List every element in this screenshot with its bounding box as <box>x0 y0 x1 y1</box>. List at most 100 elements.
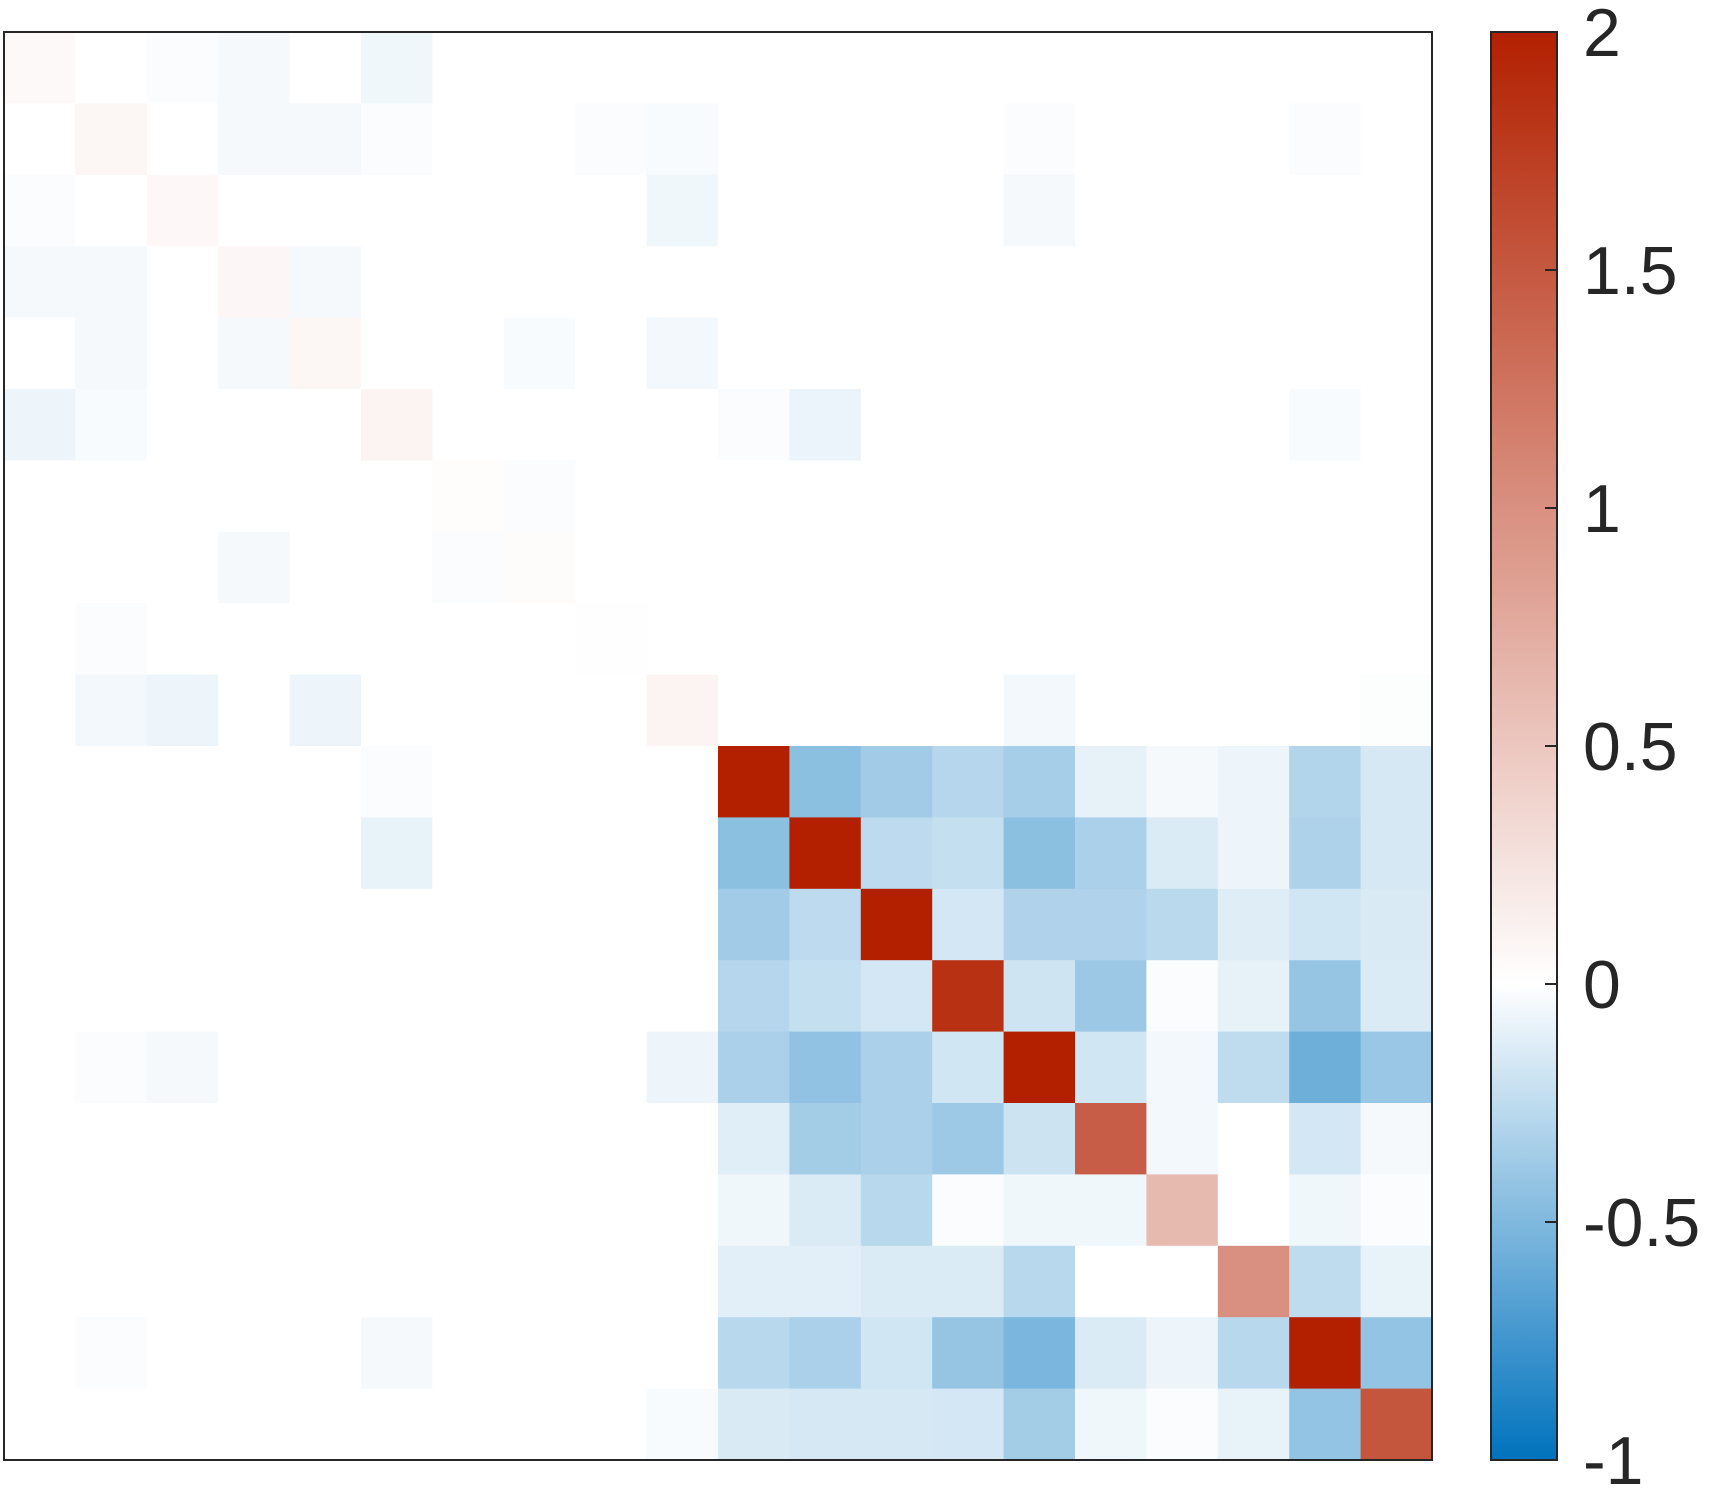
heatmap-cell <box>75 1031 148 1104</box>
heatmap-cell <box>361 1245 433 1318</box>
heatmap-cell <box>1003 460 1076 533</box>
heatmap-cell <box>289 389 362 461</box>
heatmap-cell <box>1003 1317 1076 1390</box>
heatmap-cell <box>75 1174 148 1247</box>
heatmap-cell <box>718 674 790 747</box>
heatmap-cell <box>932 103 1005 176</box>
heatmap-cell <box>432 531 505 604</box>
heatmap-cell <box>646 317 719 390</box>
heatmap-cell <box>860 389 933 461</box>
heatmap-cell <box>361 32 433 104</box>
heatmap-cell <box>860 246 933 319</box>
heatmap-cell <box>218 103 291 176</box>
heatmap-cell <box>75 174 148 247</box>
heatmap-cell <box>146 603 219 676</box>
heatmap-cell <box>646 1031 719 1104</box>
heatmap-cell <box>1360 1103 1433 1175</box>
heatmap-cell <box>218 531 291 604</box>
heatmap-cell <box>1289 1103 1362 1175</box>
colorbar-tick-label: 0 <box>1583 947 1621 1023</box>
heatmap-cell <box>361 888 433 961</box>
heatmap-cell <box>218 817 291 890</box>
heatmap-cell <box>1360 460 1433 533</box>
heatmap-cell <box>646 1103 719 1175</box>
heatmap-cell <box>789 32 862 104</box>
heatmap-cell <box>646 1388 719 1461</box>
heatmap-cell <box>289 1388 362 1461</box>
heatmap-cell <box>503 317 576 390</box>
heatmap-cell <box>1217 1174 1290 1247</box>
heatmap-cell <box>361 746 433 818</box>
heatmap-cell <box>1075 960 1147 1033</box>
heatmap-cell <box>1360 389 1433 461</box>
heatmap-cell <box>146 174 219 247</box>
heatmap-cell <box>146 1031 219 1104</box>
heatmap-cell <box>718 888 790 961</box>
heatmap-cell <box>75 746 148 818</box>
heatmap-cell <box>1075 746 1147 818</box>
heatmap-cell <box>1003 317 1076 390</box>
heatmap-cell <box>860 1388 933 1461</box>
heatmap-cell <box>218 1317 291 1390</box>
heatmap-cell <box>1075 103 1147 176</box>
heatmap-cell <box>1360 960 1433 1033</box>
heatmap-cell <box>146 32 219 104</box>
heatmap-cell <box>218 1031 291 1104</box>
heatmap-cell <box>1075 1388 1147 1461</box>
heatmap-cell <box>1289 603 1362 676</box>
heatmap-cell <box>646 674 719 747</box>
heatmap-cell <box>1075 460 1147 533</box>
heatmap-cell <box>575 317 648 390</box>
heatmap-cell <box>361 317 433 390</box>
heatmap-cell <box>860 460 933 533</box>
heatmap-cell <box>361 1103 433 1175</box>
heatmap-cell <box>432 1103 505 1175</box>
heatmap-cell <box>1003 888 1076 961</box>
heatmap-cell <box>503 1388 576 1461</box>
heatmap-cell <box>1146 746 1219 818</box>
heatmap-cell <box>789 1031 862 1104</box>
heatmap-cell <box>789 746 862 818</box>
heatmap-cell <box>503 1174 576 1247</box>
heatmap-cell <box>1003 1388 1076 1461</box>
heatmap-cell <box>789 174 862 247</box>
heatmap-cell <box>1360 674 1433 747</box>
heatmap-cell <box>1217 32 1290 104</box>
heatmap-cell <box>1217 888 1290 961</box>
heatmap-cell <box>932 531 1005 604</box>
heatmap-cell <box>718 246 790 319</box>
heatmap-cell <box>4 603 76 676</box>
heatmap-cell <box>932 674 1005 747</box>
heatmap-cell <box>1003 1174 1076 1247</box>
heatmap-cell <box>1075 1031 1147 1104</box>
heatmap-cell <box>75 674 148 747</box>
heatmap-cell <box>1146 174 1219 247</box>
heatmap-cell <box>146 460 219 533</box>
heatmap-cell <box>218 960 291 1033</box>
heatmap-cell <box>860 531 933 604</box>
heatmap-cell <box>1360 817 1433 890</box>
heatmap-cell <box>146 389 219 461</box>
heatmap-cell <box>289 174 362 247</box>
heatmap-cell <box>1003 389 1076 461</box>
heatmap-cell <box>289 103 362 176</box>
heatmap-cell <box>1146 32 1219 104</box>
heatmap-cell <box>932 960 1005 1033</box>
heatmap-cell <box>1146 531 1219 604</box>
heatmap-cell <box>1075 174 1147 247</box>
heatmap-cell <box>1360 1174 1433 1247</box>
heatmap-cell <box>932 746 1005 818</box>
heatmap-cell <box>503 460 576 533</box>
heatmap-cell <box>146 246 219 319</box>
heatmap-cell <box>75 531 148 604</box>
heatmap-cell <box>432 246 505 319</box>
heatmap-cell <box>1146 1245 1219 1318</box>
heatmap-cell <box>361 603 433 676</box>
heatmap-cell <box>575 746 648 818</box>
heatmap-cell <box>860 1174 933 1247</box>
heatmap-cell <box>575 1103 648 1175</box>
heatmap-cell <box>1146 817 1219 890</box>
heatmap-cell <box>146 817 219 890</box>
heatmap-cell <box>1360 32 1433 104</box>
